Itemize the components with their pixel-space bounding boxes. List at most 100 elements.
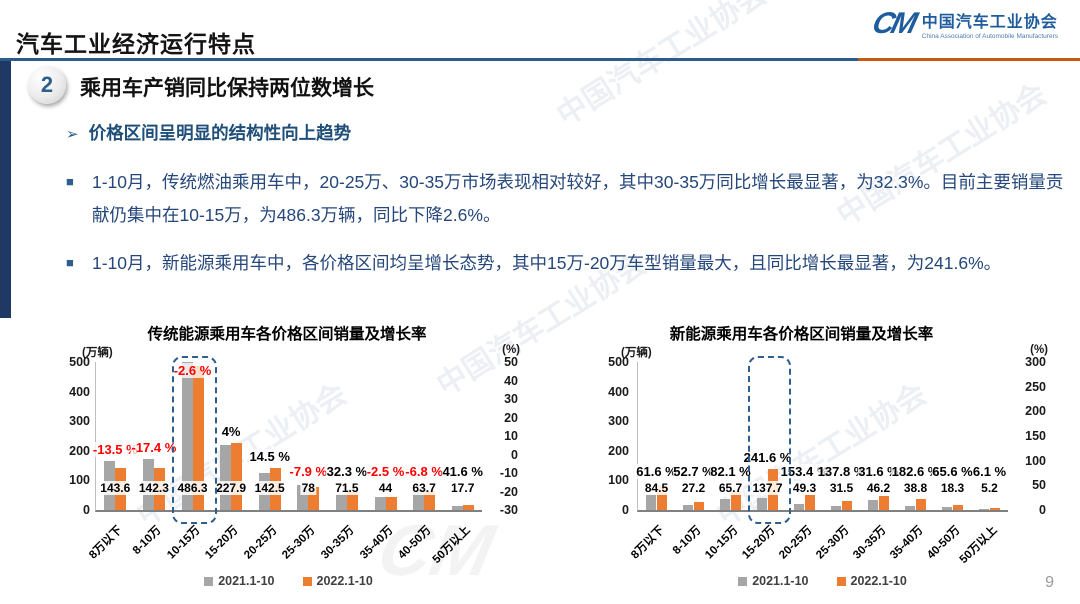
bar-2022.1-10 xyxy=(804,495,816,510)
y-axis-tick-left: 200 xyxy=(69,443,90,458)
y-axis-tick-left: 400 xyxy=(608,384,629,399)
bar-2022.1-10 xyxy=(424,491,436,510)
y-axis-tick-right: 250 xyxy=(1025,379,1046,394)
legend-item: 2021.1-10 xyxy=(738,574,809,588)
left-axis-ticks: 500 400 300 200 100 0 xyxy=(601,355,631,517)
growth-label: 65.6 % xyxy=(931,464,974,479)
right-axis-ticks: 50 40 30 20 10 0 -10 -20 -30 xyxy=(486,355,520,517)
growth-label: -2.6 % xyxy=(172,363,213,378)
subtitle: ➢ 价格区间呈明显的结构性向上趋势 xyxy=(66,120,351,145)
growth-label: 6.1 % xyxy=(971,464,1008,479)
page-title: 汽车工业经济运行特点 xyxy=(16,31,256,58)
bar-2021.1-10 xyxy=(220,445,232,510)
growth-label: -13.5 % xyxy=(91,441,139,457)
value-label: 143.6 xyxy=(99,481,132,495)
square-bullet-icon: ■ xyxy=(66,255,74,270)
bar-2021.1-10 xyxy=(941,506,953,510)
highlight-box xyxy=(748,356,791,524)
bar-2022.1-10 xyxy=(656,485,668,510)
y-axis-tick-left: 0 xyxy=(622,503,629,517)
y-axis-tick-right: 100 xyxy=(1025,453,1046,468)
category-axis: 8万以下 8-10万 10-15万 15-20万 20-25万 25-30万 30-35万 3… xyxy=(629,514,1008,566)
bullet-item: ■ 1-10月，新能源乘用车中，各价格区间均呈增长态势，其中15万-20万车型销量… xyxy=(66,247,1077,280)
right-axis-unit: (%) xyxy=(1030,344,1048,356)
y-axis-tick-right: -10 xyxy=(499,466,518,480)
left-accent-strip xyxy=(0,61,11,318)
org-name-cn: 中国汽车工业协会 xyxy=(921,14,1058,31)
growth-label: -6.8 % xyxy=(404,464,444,479)
growth-label: 241.6 % xyxy=(742,450,793,466)
legend-swatch xyxy=(738,576,748,586)
growth-label: -7.9 % xyxy=(288,464,329,479)
bar-2022.1-10 xyxy=(231,442,243,510)
square-bullet-icon: ■ xyxy=(66,174,74,189)
legend-label: 2021.1-10 xyxy=(752,574,809,588)
y-axis-tick-right: 150 xyxy=(1025,429,1046,443)
bar-2022.1-10 xyxy=(346,488,358,510)
growth-label: 41.6 % xyxy=(441,464,484,479)
org-logo-monogram-icon: CM xyxy=(869,7,919,40)
value-label: 84.5 xyxy=(643,481,670,495)
bar-2021.1-10 xyxy=(297,484,309,510)
y-axis-tick-left: 100 xyxy=(608,473,629,488)
bar-2021.1-10 xyxy=(682,504,694,510)
value-label: 142.5 xyxy=(253,481,286,495)
bar-2022.1-10 xyxy=(915,498,927,510)
bar-2021.1-10 xyxy=(719,499,731,510)
y-axis-tick-right: -20 xyxy=(499,484,518,499)
y-axis-tick-left: 300 xyxy=(608,414,629,429)
y-axis-tick-right: 30 xyxy=(504,392,518,406)
legend-label: 2021.1-10 xyxy=(218,574,275,588)
value-label: 486.3 xyxy=(176,481,209,495)
legend-item: 2022.1-10 xyxy=(836,574,907,588)
bullet-text: 1-10月，新能源乘用车中，各价格区间均呈增长态势，其中15万-20万车型销量最… xyxy=(92,253,1002,273)
bar-2021.1-10 xyxy=(793,504,805,510)
legend-swatch xyxy=(836,576,846,586)
left-axis-ticks: 500 400 300 200 100 0 xyxy=(62,355,92,517)
bar-2021.1-10 xyxy=(335,494,347,510)
bar-2022.1-10 xyxy=(462,504,474,510)
bullet-text: 1-10月，传统燃油乘用车中，20-25万、30-35万市场表现相对较好，其中3… xyxy=(92,172,1064,226)
y-axis-tick-right: 50 xyxy=(504,355,518,369)
growth-label: -2.5 % xyxy=(365,464,406,479)
value-label: 63.7 xyxy=(411,481,437,495)
section-title: 乘用车产销同比保持两位数增长 xyxy=(80,77,374,100)
left-axis-unit: (万辆) xyxy=(621,347,652,359)
bar-2021.1-10 xyxy=(904,505,916,510)
value-label: 44 xyxy=(377,481,394,495)
bar-2021.1-10 xyxy=(756,498,768,510)
y-axis-tick-left: 500 xyxy=(608,355,629,369)
growth-label: 52.7 % xyxy=(672,464,715,479)
y-axis-tick-left: 200 xyxy=(608,443,629,458)
value-label: 49.3 xyxy=(791,481,818,495)
growth-label: 31.6 % xyxy=(857,464,900,479)
bar-2022.1-10 xyxy=(693,501,705,510)
growth-label: 61.6 % xyxy=(635,464,678,479)
header-divider-orange xyxy=(858,58,1080,61)
bar-2021.1-10 xyxy=(181,362,193,510)
category-axis: 8万以下 8-10万 10-15万 15-20万 20-25万 25-30万 30-35万 3… xyxy=(88,514,482,566)
bullet-item: ■ 1-10月，传统燃油乘用车中，20-25万、30-35万市场表现相对较好，其中… xyxy=(66,166,1077,233)
arrow-bullet-icon: ➢ xyxy=(66,126,79,143)
chart-legend: 2021.1-10 2022.1-10 xyxy=(637,574,1008,588)
value-label: 65.7 xyxy=(717,481,744,495)
bar-2022.1-10 xyxy=(385,496,397,510)
value-label: 17.7 xyxy=(450,481,476,495)
bar-2021.1-10 xyxy=(978,508,990,510)
y-axis-tick-right: 50 xyxy=(1032,478,1046,493)
chart-title: 传统能源乘用车各价格区间销量及增长率 xyxy=(147,326,427,343)
highlight-box xyxy=(172,356,217,524)
watermark-text: 中国汽车工业协会 xyxy=(551,0,773,133)
bar-2022.1-10 xyxy=(952,504,964,510)
chart-legend: 2021.1-10 2022.1-10 xyxy=(95,574,482,588)
bar-2022.1-10 xyxy=(989,508,1001,510)
y-axis-tick-right: 40 xyxy=(504,373,518,388)
value-label: 71.5 xyxy=(334,481,360,495)
legend-label: 2022.1-10 xyxy=(316,574,373,588)
bar-2022.1-10 xyxy=(841,500,853,510)
legend-item: 2022.1-10 xyxy=(302,574,373,588)
org-logo-text: 中国汽车工业协会 China Association of Automobile… xyxy=(922,8,1058,40)
y-axis-tick-right: 300 xyxy=(1025,355,1046,369)
right-axis-ticks: 300 250 200 150 100 50 0 xyxy=(1014,355,1048,517)
y-axis-tick-right: 10 xyxy=(504,429,518,443)
